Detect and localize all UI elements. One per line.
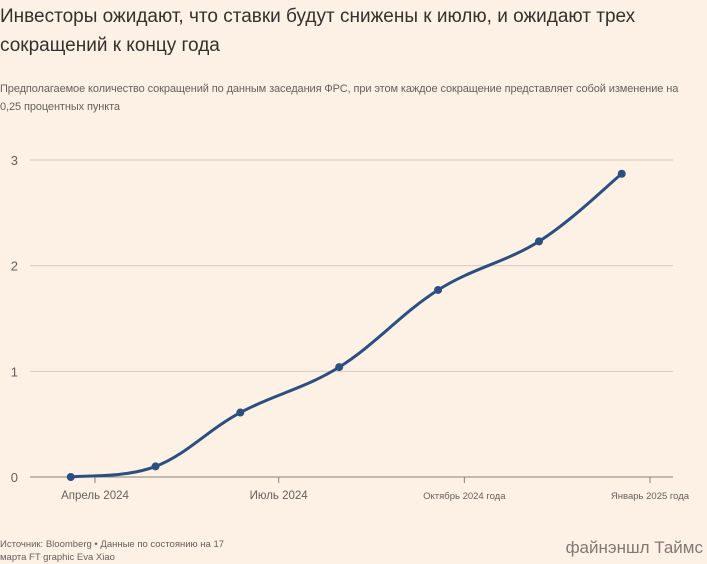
gridlines	[30, 159, 673, 478]
data-point	[151, 462, 160, 471]
data-points	[66, 169, 626, 481]
y-tick-label: 1	[11, 364, 18, 379]
y-tick-label: 3	[11, 153, 18, 168]
x-tick-label: Июль 2024	[250, 490, 309, 502]
chart-subtitle: Предполагаемое количество сокращений по …	[0, 83, 679, 113]
data-point	[236, 408, 245, 417]
data-point	[66, 473, 75, 481]
data-point	[434, 285, 443, 294]
data-point	[335, 363, 344, 372]
line-chart: 0 1 2 3 Апрель 2024 Июль 2024 Октябрь 2024 го…	[11, 153, 690, 502]
chart-title: Инвесторы ожидают, что ставки будут сниж…	[0, 6, 636, 56]
x-tick-label: Апрель 2024	[61, 490, 129, 502]
data-point	[617, 169, 626, 178]
source-note: Источник: Bloomberg • Данные по состояни…	[0, 539, 225, 563]
series-line	[69, 172, 624, 479]
x-tick-label: Октябрь 2024 года	[423, 491, 506, 502]
y-axis-ticks: 0 1 2 3	[11, 153, 18, 485]
publisher-logo: файнэншл Таймс	[565, 538, 703, 557]
x-tick-label: Январь 2025 года	[611, 491, 690, 502]
y-tick-label: 0	[11, 470, 18, 485]
y-tick-label: 2	[11, 259, 18, 274]
data-point	[535, 237, 543, 246]
x-axis-ticks: Апрель 2024 Июль 2024 Октябрь 2024 года Янв…	[61, 477, 690, 502]
